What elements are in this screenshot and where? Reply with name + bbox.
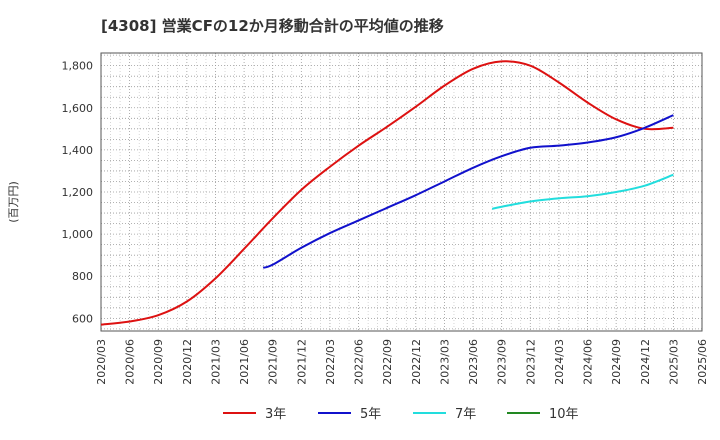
x-tick-label: 2020/03 [95,339,108,385]
x-tick-label: 2021/09 [267,339,280,385]
series-line-3 [491,173,674,210]
x-tick-label: 2021/03 [209,339,222,385]
series-line-1 [100,60,674,326]
x-tick-label: 2021/12 [295,339,308,385]
x-tick-label: 2024/06 [582,339,595,385]
x-tick-label: 2024/12 [639,339,652,385]
x-tick-label: 2024/03 [553,339,566,385]
y-tick-label: 1,800 [62,60,94,73]
x-tick-label: 2023/09 [496,339,509,385]
chart-title: [4308] 営業CFの12か月移動合計の平均値の推移 [101,17,444,35]
plot-frame [100,52,703,332]
series-layer [100,60,674,326]
x-tick-label: 2023/12 [524,339,537,385]
axis-layer: 600 800 1,000 1,200 1,400 1,600 1,800 2020/03 20… [62,52,709,385]
legend: 3年 5年 7年 10年 [223,407,579,422]
y-tick-label: 800 [72,270,93,283]
x-tick-label: 2024/09 [610,339,623,385]
series-line-2 [262,114,674,269]
y-tick-label: 1,200 [62,186,94,199]
x-tick-label: 2025/03 [667,339,680,385]
legend-label: 7年 [455,407,476,422]
y-tick-label: 600 [72,312,93,325]
x-tick-label: 2022/09 [381,339,394,385]
x-tick-label: 2022/12 [410,339,423,385]
x-tick-label: 2022/03 [324,339,337,385]
y-tick-label: 1,600 [62,102,94,115]
x-tick-label: 2020/12 [181,339,194,385]
x-tick-label: 2023/03 [438,339,451,385]
legend-label: 10年 [549,407,579,422]
legend-label: 5年 [360,407,381,422]
x-tick-label: 2025/06 [696,339,709,385]
x-tick-label: 2020/06 [124,339,137,385]
y-tick-label: 1,000 [62,228,94,241]
grid-layer [100,53,703,331]
y-axis-label: (百万円) [7,181,20,223]
y-tick-label: 1,400 [62,144,94,157]
x-tick-label: 2020/09 [152,339,165,385]
x-tick-label: 2023/06 [467,339,480,385]
x-tick-label: 2022/06 [353,339,366,385]
legend-label: 3年 [265,407,286,422]
x-tick-label: 2021/06 [238,339,251,385]
